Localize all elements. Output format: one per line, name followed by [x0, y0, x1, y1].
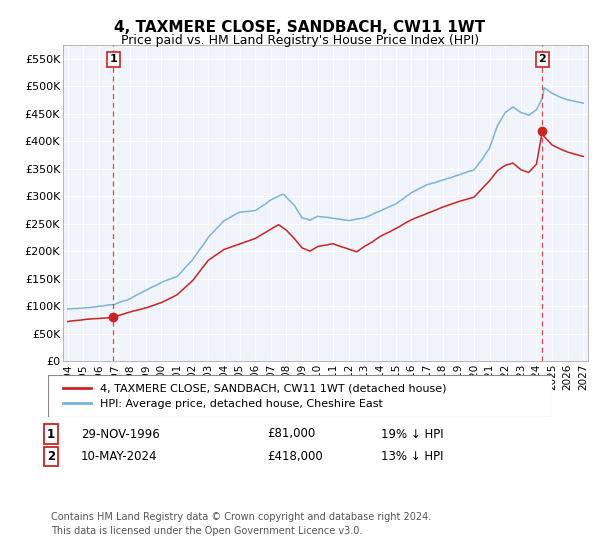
Text: Contains HM Land Registry data © Crown copyright and database right 2024.
This d: Contains HM Land Registry data © Crown c…	[51, 512, 431, 536]
Legend: 4, TAXMERE CLOSE, SANDBACH, CW11 1WT (detached house), HPI: Average price, detac: 4, TAXMERE CLOSE, SANDBACH, CW11 1WT (de…	[59, 379, 451, 413]
Text: 4, TAXMERE CLOSE, SANDBACH, CW11 1WT: 4, TAXMERE CLOSE, SANDBACH, CW11 1WT	[115, 20, 485, 35]
Text: 10-MAY-2024: 10-MAY-2024	[81, 450, 157, 463]
Text: £81,000: £81,000	[267, 427, 315, 441]
Text: 1: 1	[109, 54, 117, 64]
Text: 1: 1	[47, 427, 55, 441]
Text: 29-NOV-1996: 29-NOV-1996	[81, 427, 160, 441]
FancyBboxPatch shape	[48, 375, 552, 417]
Text: 19% ↓ HPI: 19% ↓ HPI	[381, 427, 443, 441]
Text: 13% ↓ HPI: 13% ↓ HPI	[381, 450, 443, 463]
Text: Price paid vs. HM Land Registry's House Price Index (HPI): Price paid vs. HM Land Registry's House …	[121, 34, 479, 46]
Text: 2: 2	[47, 450, 55, 463]
Text: 2: 2	[538, 54, 546, 64]
Text: £418,000: £418,000	[267, 450, 323, 463]
